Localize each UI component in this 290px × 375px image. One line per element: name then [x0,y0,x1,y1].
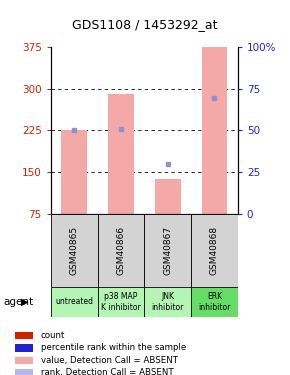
Text: GDS1108 / 1453292_at: GDS1108 / 1453292_at [72,18,218,31]
Bar [97,214,144,287]
Bar [51,287,97,317]
Text: agent: agent [3,297,33,307]
Text: rank, Detection Call = ABSENT: rank, Detection Call = ABSENT [41,368,173,375]
Text: JNK
inhibitor: JNK inhibitor [151,292,184,312]
Text: p38 MAP
K inhibitor: p38 MAP K inhibitor [101,292,141,312]
Bar [108,94,134,214]
Text: GSM40865: GSM40865 [70,226,79,275]
Text: count: count [41,331,65,340]
Bar [144,214,191,287]
Text: GSM40868: GSM40868 [210,226,219,275]
Bar [202,47,227,214]
Bar [191,214,238,287]
Bar [51,214,97,287]
Bar [191,287,238,317]
Text: percentile rank within the sample: percentile rank within the sample [41,344,186,352]
Bar [61,130,87,214]
Bar [155,179,180,214]
Text: GSM40867: GSM40867 [163,226,172,275]
Bar [97,287,144,317]
Text: ▶: ▶ [21,297,28,307]
Text: value, Detection Call = ABSENT: value, Detection Call = ABSENT [41,356,177,365]
Text: untreated: untreated [55,297,93,306]
Bar [144,287,191,317]
Text: GSM40866: GSM40866 [116,226,125,275]
Text: ERK
inhibitor: ERK inhibitor [198,292,231,312]
